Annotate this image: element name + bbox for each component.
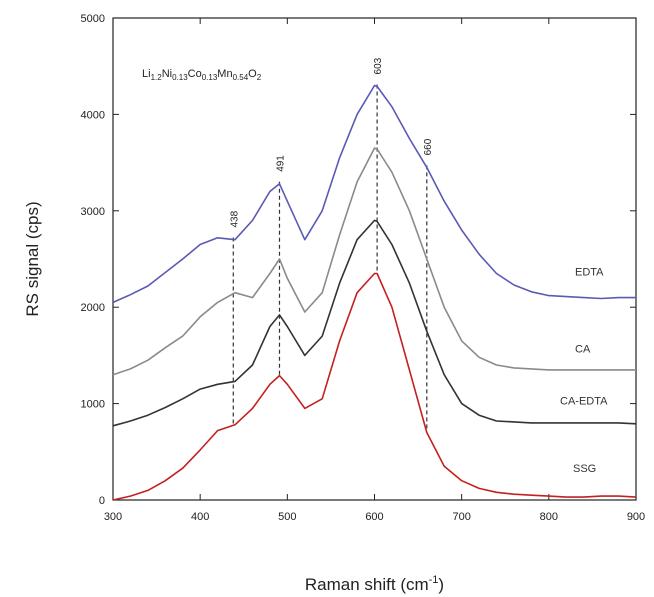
peak-marker-label: 603 xyxy=(373,57,384,74)
peak-markers: 438 491 603 660 xyxy=(229,57,434,433)
x-axis-title-text: Raman shift (cm xyxy=(305,575,429,594)
formula-subscript: 0.13 xyxy=(202,73,218,82)
series-line-ssg xyxy=(112,272,637,501)
peak-marker-label: 438 xyxy=(229,210,240,227)
formula-element: Co xyxy=(188,68,202,80)
formula-subscript: 2 xyxy=(257,73,262,82)
axis-ticks: 300 400 500 600 700 800 900 0 1000 2000 3000 4000 50… xyxy=(81,13,646,523)
formula-element: Mn xyxy=(217,68,232,80)
series-label-ca: CA xyxy=(575,344,591,356)
series-line-ca xyxy=(112,147,636,376)
y-tick-label: 5000 xyxy=(81,13,105,25)
x-tick-label: 800 xyxy=(540,511,558,523)
series-label-edta: EDTA xyxy=(575,266,604,278)
series-lines xyxy=(112,84,637,501)
y-axis-title: RS signal (cps) xyxy=(23,201,42,316)
series-label-ssg: SSG xyxy=(573,463,596,475)
series-labels: EDTA CA CA-EDTA SSG xyxy=(560,266,608,475)
series-line-edta xyxy=(112,84,636,304)
y-tick-label: 4000 xyxy=(81,109,105,121)
formula-subscript: 1.2 xyxy=(151,73,163,82)
formula-element: O xyxy=(248,68,257,80)
y-tick-label: 1000 xyxy=(81,399,105,411)
formula-subscript: 0.54 xyxy=(233,73,249,82)
x-tick-label: 900 xyxy=(627,511,645,523)
x-tick-label: 700 xyxy=(452,511,470,523)
x-axis-title: Raman shift (cm-1) xyxy=(305,574,444,594)
y-tick-label: 0 xyxy=(99,495,105,507)
y-tick-label: 2000 xyxy=(81,302,105,314)
x-axis-title-superscript: -1 xyxy=(429,574,439,586)
formula-subscript: 0.13 xyxy=(172,73,188,82)
series-line-ca-edta xyxy=(112,219,637,427)
series-label-ca-edta: CA-EDTA xyxy=(560,396,608,408)
x-tick-label: 600 xyxy=(365,511,383,523)
x-tick-label: 300 xyxy=(104,511,122,523)
peak-marker-label: 491 xyxy=(275,155,286,172)
formula-element: Li xyxy=(142,68,151,80)
formula-element: Ni xyxy=(162,68,172,80)
compound-formula: Li1.2Ni0.13Co0.13Mn0.54O2 xyxy=(142,68,262,82)
y-tick-label: 3000 xyxy=(81,206,105,218)
x-axis-title-close: ) xyxy=(438,575,444,594)
x-tick-label: 500 xyxy=(278,511,296,523)
peak-marker-label: 660 xyxy=(423,138,434,155)
plot-frame xyxy=(112,17,637,501)
x-tick-label: 400 xyxy=(191,511,209,523)
